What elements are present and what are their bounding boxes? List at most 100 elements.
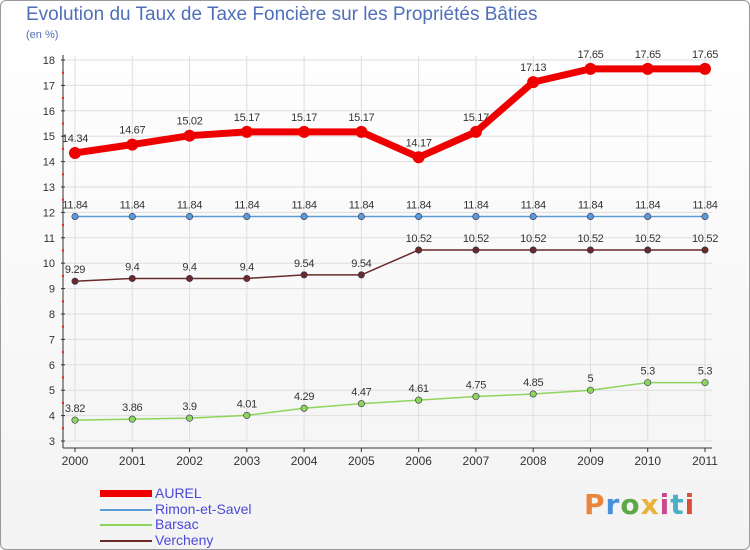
y-minor-tick <box>62 173 64 176</box>
x-tick-label: 2011 <box>692 454 718 468</box>
legend-label: Rimon-et-Savel <box>155 500 252 517</box>
logo-letter: i <box>659 488 671 521</box>
data-label: 11.84 <box>635 199 660 211</box>
data-point <box>644 212 652 220</box>
legend-label: Vercheny <box>155 531 214 548</box>
data-label: 10.52 <box>520 233 546 245</box>
legend-swatch <box>100 490 152 497</box>
y-tick-label: 17 <box>43 80 55 92</box>
data-point <box>71 277 79 285</box>
data-label: 11.84 <box>349 199 374 211</box>
data-point <box>71 212 79 220</box>
data-point <box>298 125 311 138</box>
data-point <box>415 212 423 220</box>
data-point <box>183 129 196 142</box>
data-point <box>128 274 136 282</box>
y-minor-tick <box>62 147 64 150</box>
data-label: 9.4 <box>182 261 197 273</box>
data-label: 11.84 <box>62 199 87 211</box>
legend-swatch <box>100 524 152 526</box>
data-point <box>699 62 711 75</box>
data-label: 10.52 <box>635 233 661 245</box>
data-point <box>472 393 480 401</box>
y-tick-label: 16 <box>43 106 55 118</box>
data-point <box>415 246 423 254</box>
data-point <box>415 396 423 404</box>
series-line <box>74 249 706 282</box>
y-minor-tick <box>62 71 64 74</box>
data-point <box>300 271 308 279</box>
data-label: 14.17 <box>406 137 432 149</box>
data-label: 15.02 <box>177 116 203 128</box>
data-label: 11.84 <box>578 199 603 211</box>
data-label: 3.86 <box>122 402 142 414</box>
data-label: 15.17 <box>463 112 489 124</box>
data-point <box>186 274 194 282</box>
y-tick-label: 12 <box>43 207 55 219</box>
data-label: 10.52 <box>406 233 432 245</box>
data-point <box>243 274 251 282</box>
y-minor-tick <box>62 300 64 303</box>
data-point <box>243 212 251 220</box>
data-label: 11.84 <box>177 199 202 211</box>
y-minor-tick <box>62 249 64 252</box>
data-label: 3.82 <box>65 403 85 415</box>
data-point <box>128 212 136 220</box>
y-tick-label: 5 <box>49 385 55 397</box>
data-label: 14.34 <box>62 133 88 145</box>
data-label: 9.29 <box>65 264 85 276</box>
x-tick-label: 2010 <box>634 454 661 468</box>
data-point <box>586 212 594 220</box>
x-tick-label: 2009 <box>577 454 604 468</box>
data-label: 5.3 <box>641 366 656 378</box>
data-label: 15.17 <box>348 112 374 124</box>
data-point <box>641 62 654 75</box>
y-minor-tick <box>62 122 64 125</box>
data-point <box>186 414 194 422</box>
data-label: 10.52 <box>463 233 489 245</box>
data-label: 17.13 <box>520 62 546 74</box>
data-point <box>357 400 365 408</box>
data-label: 11.84 <box>463 199 488 211</box>
data-label: 15.17 <box>291 112 317 124</box>
y-minor-tick <box>62 198 64 201</box>
series-line <box>71 65 709 161</box>
data-label: 5.3 <box>698 366 713 378</box>
data-point <box>701 212 709 220</box>
series-line <box>74 381 706 421</box>
x-tick-label: 2002 <box>176 454 203 468</box>
proxiti-logo: Proxiti <box>584 488 695 521</box>
y-tick-label: 14 <box>43 157 55 169</box>
data-point <box>69 146 81 159</box>
data-point <box>701 379 709 387</box>
y-tick-label: 6 <box>49 360 55 372</box>
data-label: 11.84 <box>406 199 431 211</box>
y-minor-tick <box>62 427 64 430</box>
x-tick-label: 2003 <box>233 454 260 468</box>
y-minor-tick <box>62 224 64 227</box>
x-tick-label: 2007 <box>463 454 490 468</box>
data-point <box>529 246 537 254</box>
data-label: 11.84 <box>291 199 316 211</box>
chart-subtitle: (en %) <box>26 29 59 41</box>
data-point <box>128 415 136 423</box>
data-label: 9.54 <box>351 258 371 270</box>
data-label: 15.17 <box>234 112 260 124</box>
data-point <box>584 62 597 75</box>
data-label: 9.54 <box>294 258 314 270</box>
y-tick-label: 7 <box>49 334 55 346</box>
data-point <box>240 125 253 138</box>
data-label: 9.4 <box>240 261 255 273</box>
data-label: 11.84 <box>120 199 145 211</box>
data-label: 4.47 <box>351 387 371 399</box>
x-tick-label: 2006 <box>405 454 432 468</box>
data-label: 10.52 <box>692 233 718 245</box>
data-point <box>701 246 709 254</box>
data-point <box>355 125 368 138</box>
data-label: 4.29 <box>294 391 314 403</box>
data-label: 14.67 <box>119 125 145 137</box>
data-label: 17.65 <box>692 49 718 61</box>
logo-letter: P <box>584 488 606 521</box>
data-label: 4.61 <box>409 383 429 395</box>
